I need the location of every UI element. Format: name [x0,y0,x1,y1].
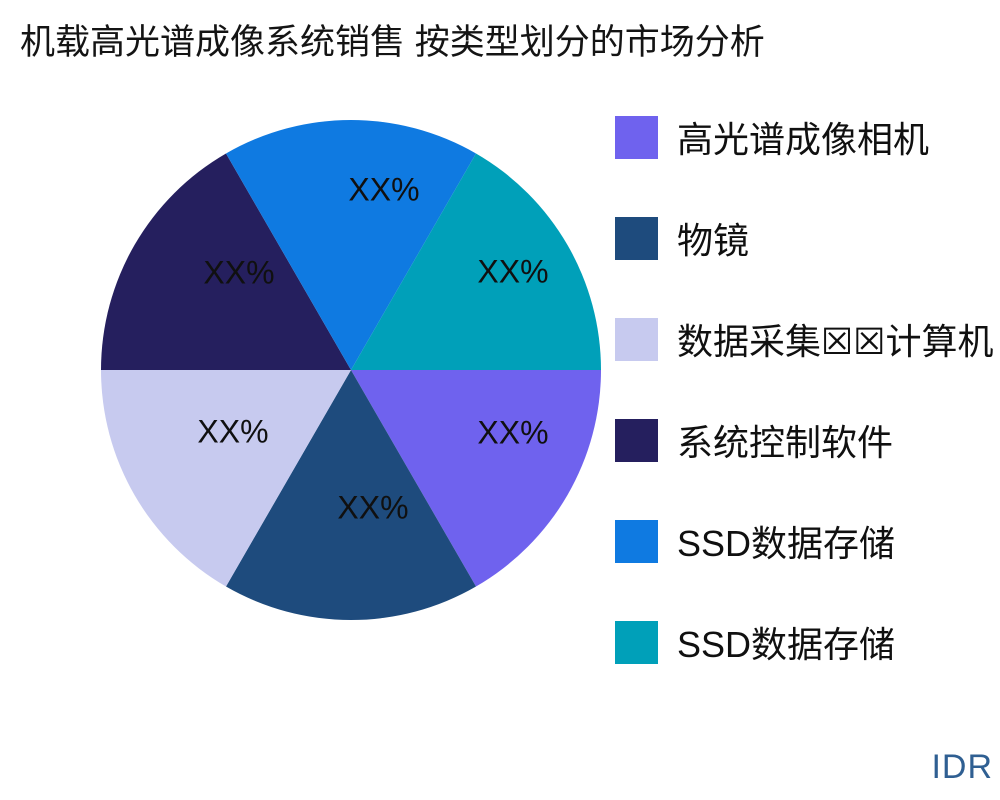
legend-item-1: 高光谱成像相机 [615,115,994,160]
legend-label-6: SSD数据存储 [677,624,896,665]
chart-title: 机载高光谱成像系统销售 按类型划分的市场分析 [20,23,765,62]
legend-label-3: 数据采集☒☒计算机 [677,321,994,362]
pie-value-label-1: XX% [477,414,549,451]
pie-slice-1 [351,370,601,587]
pie-value-label-5: XX% [348,171,420,208]
pie-slice-2 [226,370,476,620]
pie-slice-6 [351,153,601,370]
legend-label-1: 高光谱成像相机 [677,119,930,160]
pie-value-label-3: XX% [197,413,269,450]
pie-value-label-2: XX% [337,489,409,526]
legend-label-4: 系统控制软件 [677,422,894,463]
legend-swatch-2 [615,216,658,260]
legend-item-3: 数据采集☒☒计算机 [615,317,994,362]
pie-value-label-6: XX% [477,253,549,290]
legend-swatch-5 [615,519,658,563]
pie-value-label-4: XX% [203,254,275,291]
legend-swatch-3 [615,317,658,361]
legend-label-5: SSD数据存储 [677,523,896,564]
pie-slice-5 [226,120,476,370]
pie-slice-4 [101,153,351,370]
legend-item-6: SSD数据存储 [615,620,994,665]
legend-item-2: 物镜 [615,216,994,261]
legend-swatch-6 [615,620,658,664]
legend-swatch-1 [615,115,658,159]
legend-swatch-4 [615,418,658,462]
pie-slice-3 [101,370,351,587]
legend-item-4: 系统控制软件 [615,418,994,463]
legend: 高光谱成像相机 物镜数据采集☒☒计算机 系统控制软件 SSD数据存储 SSD数据存储 [615,115,994,721]
brand-watermark: IDR [931,748,993,786]
legend-label-2: 物镜 [677,220,750,261]
legend-item-5: SSD数据存储 [615,519,994,564]
